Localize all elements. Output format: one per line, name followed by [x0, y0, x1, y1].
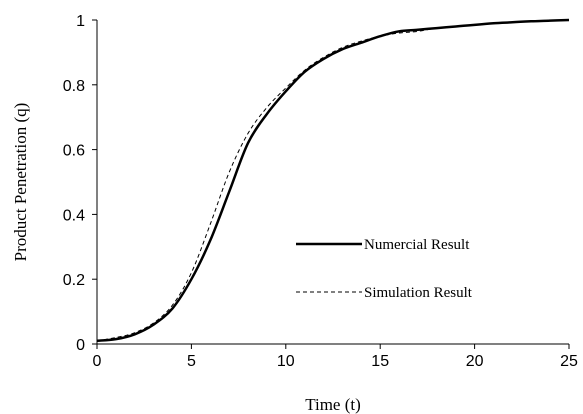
legend-label-simulation: Simulation Result [364, 285, 473, 301]
x-axis-ticks: 0 5 10 15 20 25 [93, 344, 578, 370]
axes [96, 20, 569, 345]
series-layer [96, 18, 570, 343]
x-tick-label: 10 [277, 353, 295, 370]
y-tick-label: 0.2 [63, 272, 85, 289]
x-tick-label: 25 [560, 353, 578, 370]
y-axis-title: Product Penetration (q) [11, 103, 30, 262]
series-line-numerical [96, 18, 570, 343]
y-tick-label: 0.6 [63, 143, 85, 160]
x-tick-label: 15 [371, 353, 389, 370]
y-tick-label: 0 [76, 337, 85, 354]
x-tick-label: 20 [466, 353, 484, 370]
legend-label-numerical: Numercial Result [364, 237, 470, 253]
y-tick-label: 1 [76, 13, 85, 30]
x-axis-title: Time (t) [305, 395, 361, 414]
y-tick-label: 0.8 [63, 78, 85, 95]
series-line-simulation [96, 19, 570, 342]
x-tick-label: 5 [187, 353, 196, 370]
y-axis-ticks: 0 0.2 0.4 0.6 0.8 1 [63, 13, 97, 354]
y-tick-label: 0.4 [63, 207, 85, 224]
legend: Numercial Result Simulation Result [296, 237, 473, 301]
x-tick-label: 0 [93, 353, 102, 370]
